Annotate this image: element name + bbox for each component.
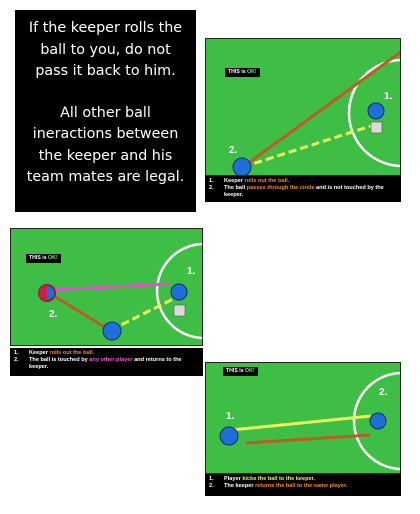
pass-line bbox=[242, 123, 375, 169]
caption-text: Player kicks the ball to the keeper. bbox=[224, 476, 316, 482]
keeper-player bbox=[369, 412, 387, 430]
caption-number: 2. bbox=[14, 357, 19, 363]
caption-row: 1. Keeper rolls out the ball. bbox=[209, 178, 397, 185]
caption-text: The ball passes through the circle and i… bbox=[224, 185, 384, 198]
caption-row: 2. The keeper returns the ball to the sam… bbox=[209, 483, 397, 490]
pitch-drawing: 1. 2. bbox=[229, 50, 400, 175]
ok-tag: THIS is OK! bbox=[225, 68, 260, 77]
goal-circle bbox=[155, 242, 202, 340]
caption-box: 1. Player kicks the ball to the keeper. 2.… bbox=[205, 474, 401, 496]
return-line bbox=[245, 433, 371, 445]
caption-row: 2. The ball passes through the circle and… bbox=[209, 185, 397, 199]
pitch: 1. 2. THIS is OK! bbox=[10, 228, 203, 346]
pitch-drawing: 1. 2. bbox=[38, 242, 202, 341]
keeper-player bbox=[367, 102, 385, 120]
caption-text: The keeper returns the ball to the same … bbox=[224, 483, 348, 489]
caption-number: 1. bbox=[209, 476, 214, 482]
rule-line: All other ball bbox=[60, 104, 151, 121]
field-player bbox=[219, 426, 239, 446]
rule-text-box: If the keeper rolls the ball to you, do … bbox=[15, 10, 196, 212]
rule-line: the keeper and his bbox=[38, 147, 173, 164]
ok-tag: THIS is OK! bbox=[223, 367, 258, 376]
label-1: 1. bbox=[187, 266, 196, 277]
label-2: 2. bbox=[229, 145, 238, 156]
caption-text: The ball is touched by any other player … bbox=[29, 357, 182, 370]
goal-circle bbox=[352, 371, 400, 471]
caption-box: 1. Keeper rolls out the ball. 2. The ball p… bbox=[205, 176, 401, 202]
diagram-panel-2: 1. 2. THIS is OK! 1. Keeper rolls out the… bbox=[10, 228, 203, 376]
label-2: 2. bbox=[379, 387, 388, 398]
caption-number: 1. bbox=[209, 178, 214, 184]
field-player bbox=[232, 157, 252, 175]
goal-circle bbox=[347, 58, 400, 168]
diagram-panel-3: 1. 2. THIS is OK! 1. Player kicks the bal… bbox=[205, 362, 401, 496]
rule-line: pass it back to him. bbox=[35, 63, 176, 79]
other-player-half bbox=[39, 285, 47, 301]
keeper-player bbox=[170, 283, 188, 301]
caption-row: 1. Keeper rolls out the ball. bbox=[14, 350, 199, 357]
roll-line bbox=[242, 50, 400, 169]
other-player-line bbox=[50, 282, 170, 292]
pass-line bbox=[230, 414, 372, 432]
label-1: 1. bbox=[226, 411, 235, 422]
rule-line: ineractions between bbox=[32, 126, 179, 142]
rule-line: ball to you, do not bbox=[40, 41, 171, 58]
caption-number: 1. bbox=[14, 350, 19, 356]
ok-tag: THIS is OK! bbox=[26, 254, 61, 263]
pitch: 1. 2. THIS is OK! bbox=[205, 38, 401, 176]
caption-box: 1. Keeper rolls out the ball. 2. The ball i… bbox=[10, 348, 203, 376]
rule-line: If the keeper rolls the bbox=[28, 20, 183, 36]
caption-row: 2. The ball is touched by any other playe… bbox=[14, 357, 199, 371]
caption-text: Keeper rolls out the ball. bbox=[29, 350, 95, 356]
label-2: 2. bbox=[49, 309, 58, 320]
pitch-drawing: 1. 2. bbox=[219, 371, 400, 471]
field-player bbox=[102, 321, 122, 341]
roll-line bbox=[50, 292, 112, 333]
caption-text: Keeper rolls out the ball. bbox=[224, 178, 290, 184]
rule-line: team mates are legal. bbox=[26, 169, 185, 185]
pass-line bbox=[110, 294, 180, 332]
diagram-panel-1: 1. 2. THIS is OK! 1. Keeper rolls out the… bbox=[205, 38, 401, 202]
ball-icon bbox=[370, 121, 383, 134]
caption-row: 1. Player kicks the ball to the keeper. bbox=[209, 476, 397, 483]
pitch: 1. 2. THIS is OK! bbox=[205, 362, 401, 474]
label-1: 1. bbox=[384, 91, 393, 102]
ball-icon bbox=[173, 304, 186, 317]
caption-number: 2. bbox=[209, 185, 214, 191]
caption-number: 2. bbox=[209, 483, 214, 489]
